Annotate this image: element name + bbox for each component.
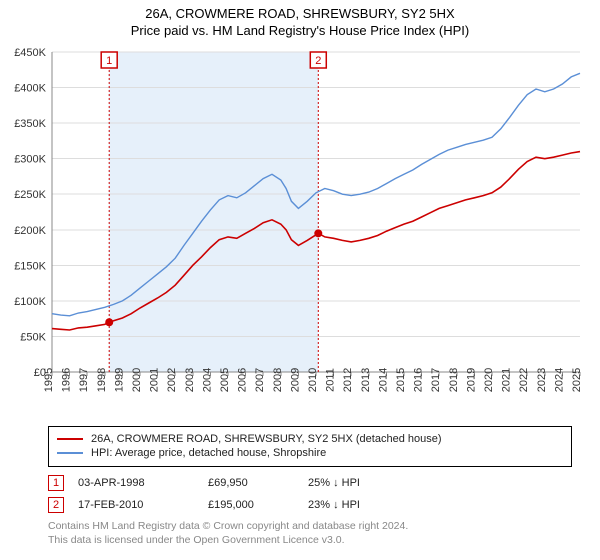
svg-text:2011: 2011 xyxy=(325,368,337,392)
svg-text:2014: 2014 xyxy=(377,368,389,392)
svg-text:2019: 2019 xyxy=(465,368,477,392)
svg-text:£200K: £200K xyxy=(14,225,46,237)
svg-text:2006: 2006 xyxy=(237,368,249,392)
svg-text:£350K: £350K xyxy=(14,118,46,130)
transaction-price: £69,950 xyxy=(208,477,308,489)
chart-area: £0£50K£100K£150K£200K£250K£300K£350K£400… xyxy=(0,42,600,422)
footer-line: Contains HM Land Registry data © Crown c… xyxy=(48,519,572,533)
transaction-date: 03-APR-1998 xyxy=(78,477,208,489)
footer-line: This data is licensed under the Open Gov… xyxy=(48,533,572,547)
legend-label: HPI: Average price, detached house, Shro… xyxy=(91,447,326,459)
svg-text:2020: 2020 xyxy=(483,368,495,392)
svg-text:2025: 2025 xyxy=(571,368,583,392)
line-chart: £0£50K£100K£150K£200K£250K£300K£350K£400… xyxy=(0,42,600,422)
svg-text:1999: 1999 xyxy=(113,368,125,392)
legend-item: 26A, CROWMERE ROAD, SHREWSBURY, SY2 5HX … xyxy=(57,433,563,445)
svg-text:1: 1 xyxy=(106,55,112,67)
legend-swatch-2 xyxy=(57,452,83,454)
svg-text:2018: 2018 xyxy=(448,368,460,392)
svg-text:£400K: £400K xyxy=(14,83,46,95)
legend-label: 26A, CROWMERE ROAD, SHREWSBURY, SY2 5HX … xyxy=(91,433,442,445)
svg-text:2022: 2022 xyxy=(518,368,530,392)
svg-text:2008: 2008 xyxy=(272,368,284,392)
transaction-diff: 25% ↓ HPI xyxy=(308,477,418,489)
svg-text:2013: 2013 xyxy=(360,368,372,392)
svg-text:1998: 1998 xyxy=(96,368,108,392)
transaction-table: 1 03-APR-1998 £69,950 25% ↓ HPI 2 17-FEB… xyxy=(48,475,572,513)
svg-text:1995: 1995 xyxy=(43,368,55,392)
svg-text:2010: 2010 xyxy=(307,368,319,392)
svg-text:2007: 2007 xyxy=(254,368,266,392)
svg-text:2021: 2021 xyxy=(501,368,513,392)
chart-subtitle: Price paid vs. HM Land Registry's House … xyxy=(0,23,600,38)
svg-text:£450K: £450K xyxy=(14,47,46,59)
svg-text:2024: 2024 xyxy=(553,368,565,392)
svg-text:1996: 1996 xyxy=(61,368,73,392)
svg-text:2004: 2004 xyxy=(201,368,213,392)
transaction-date: 17-FEB-2010 xyxy=(78,499,208,511)
svg-text:2003: 2003 xyxy=(184,368,196,392)
svg-text:2015: 2015 xyxy=(395,368,407,392)
svg-text:2017: 2017 xyxy=(430,368,442,392)
svg-text:2012: 2012 xyxy=(342,368,354,392)
svg-text:2001: 2001 xyxy=(149,368,161,392)
svg-text:2023: 2023 xyxy=(536,368,548,392)
svg-text:£250K: £250K xyxy=(14,189,46,201)
transaction-marker-icon: 1 xyxy=(48,475,64,491)
chart-title: 26A, CROWMERE ROAD, SHREWSBURY, SY2 5HX xyxy=(0,6,600,21)
svg-text:2009: 2009 xyxy=(289,368,301,392)
transaction-row: 2 17-FEB-2010 £195,000 23% ↓ HPI xyxy=(48,497,572,513)
svg-text:2016: 2016 xyxy=(413,368,425,392)
svg-text:£50K: £50K xyxy=(20,331,46,343)
footer-attribution: Contains HM Land Registry data © Crown c… xyxy=(48,519,572,547)
svg-text:2: 2 xyxy=(315,55,321,67)
transaction-price: £195,000 xyxy=(208,499,308,511)
svg-text:2000: 2000 xyxy=(131,368,143,392)
svg-text:£300K: £300K xyxy=(14,154,46,166)
transaction-marker-icon: 2 xyxy=(48,497,64,513)
transaction-row: 1 03-APR-1998 £69,950 25% ↓ HPI xyxy=(48,475,572,491)
legend-box: 26A, CROWMERE ROAD, SHREWSBURY, SY2 5HX … xyxy=(48,426,572,467)
svg-text:2002: 2002 xyxy=(166,368,178,392)
svg-text:2005: 2005 xyxy=(219,368,231,392)
svg-text:£100K: £100K xyxy=(14,296,46,308)
legend-item: HPI: Average price, detached house, Shro… xyxy=(57,447,563,459)
transaction-diff: 23% ↓ HPI xyxy=(308,499,418,511)
legend-swatch-1 xyxy=(57,438,83,440)
svg-text:1997: 1997 xyxy=(78,368,90,392)
svg-text:£150K: £150K xyxy=(14,260,46,272)
